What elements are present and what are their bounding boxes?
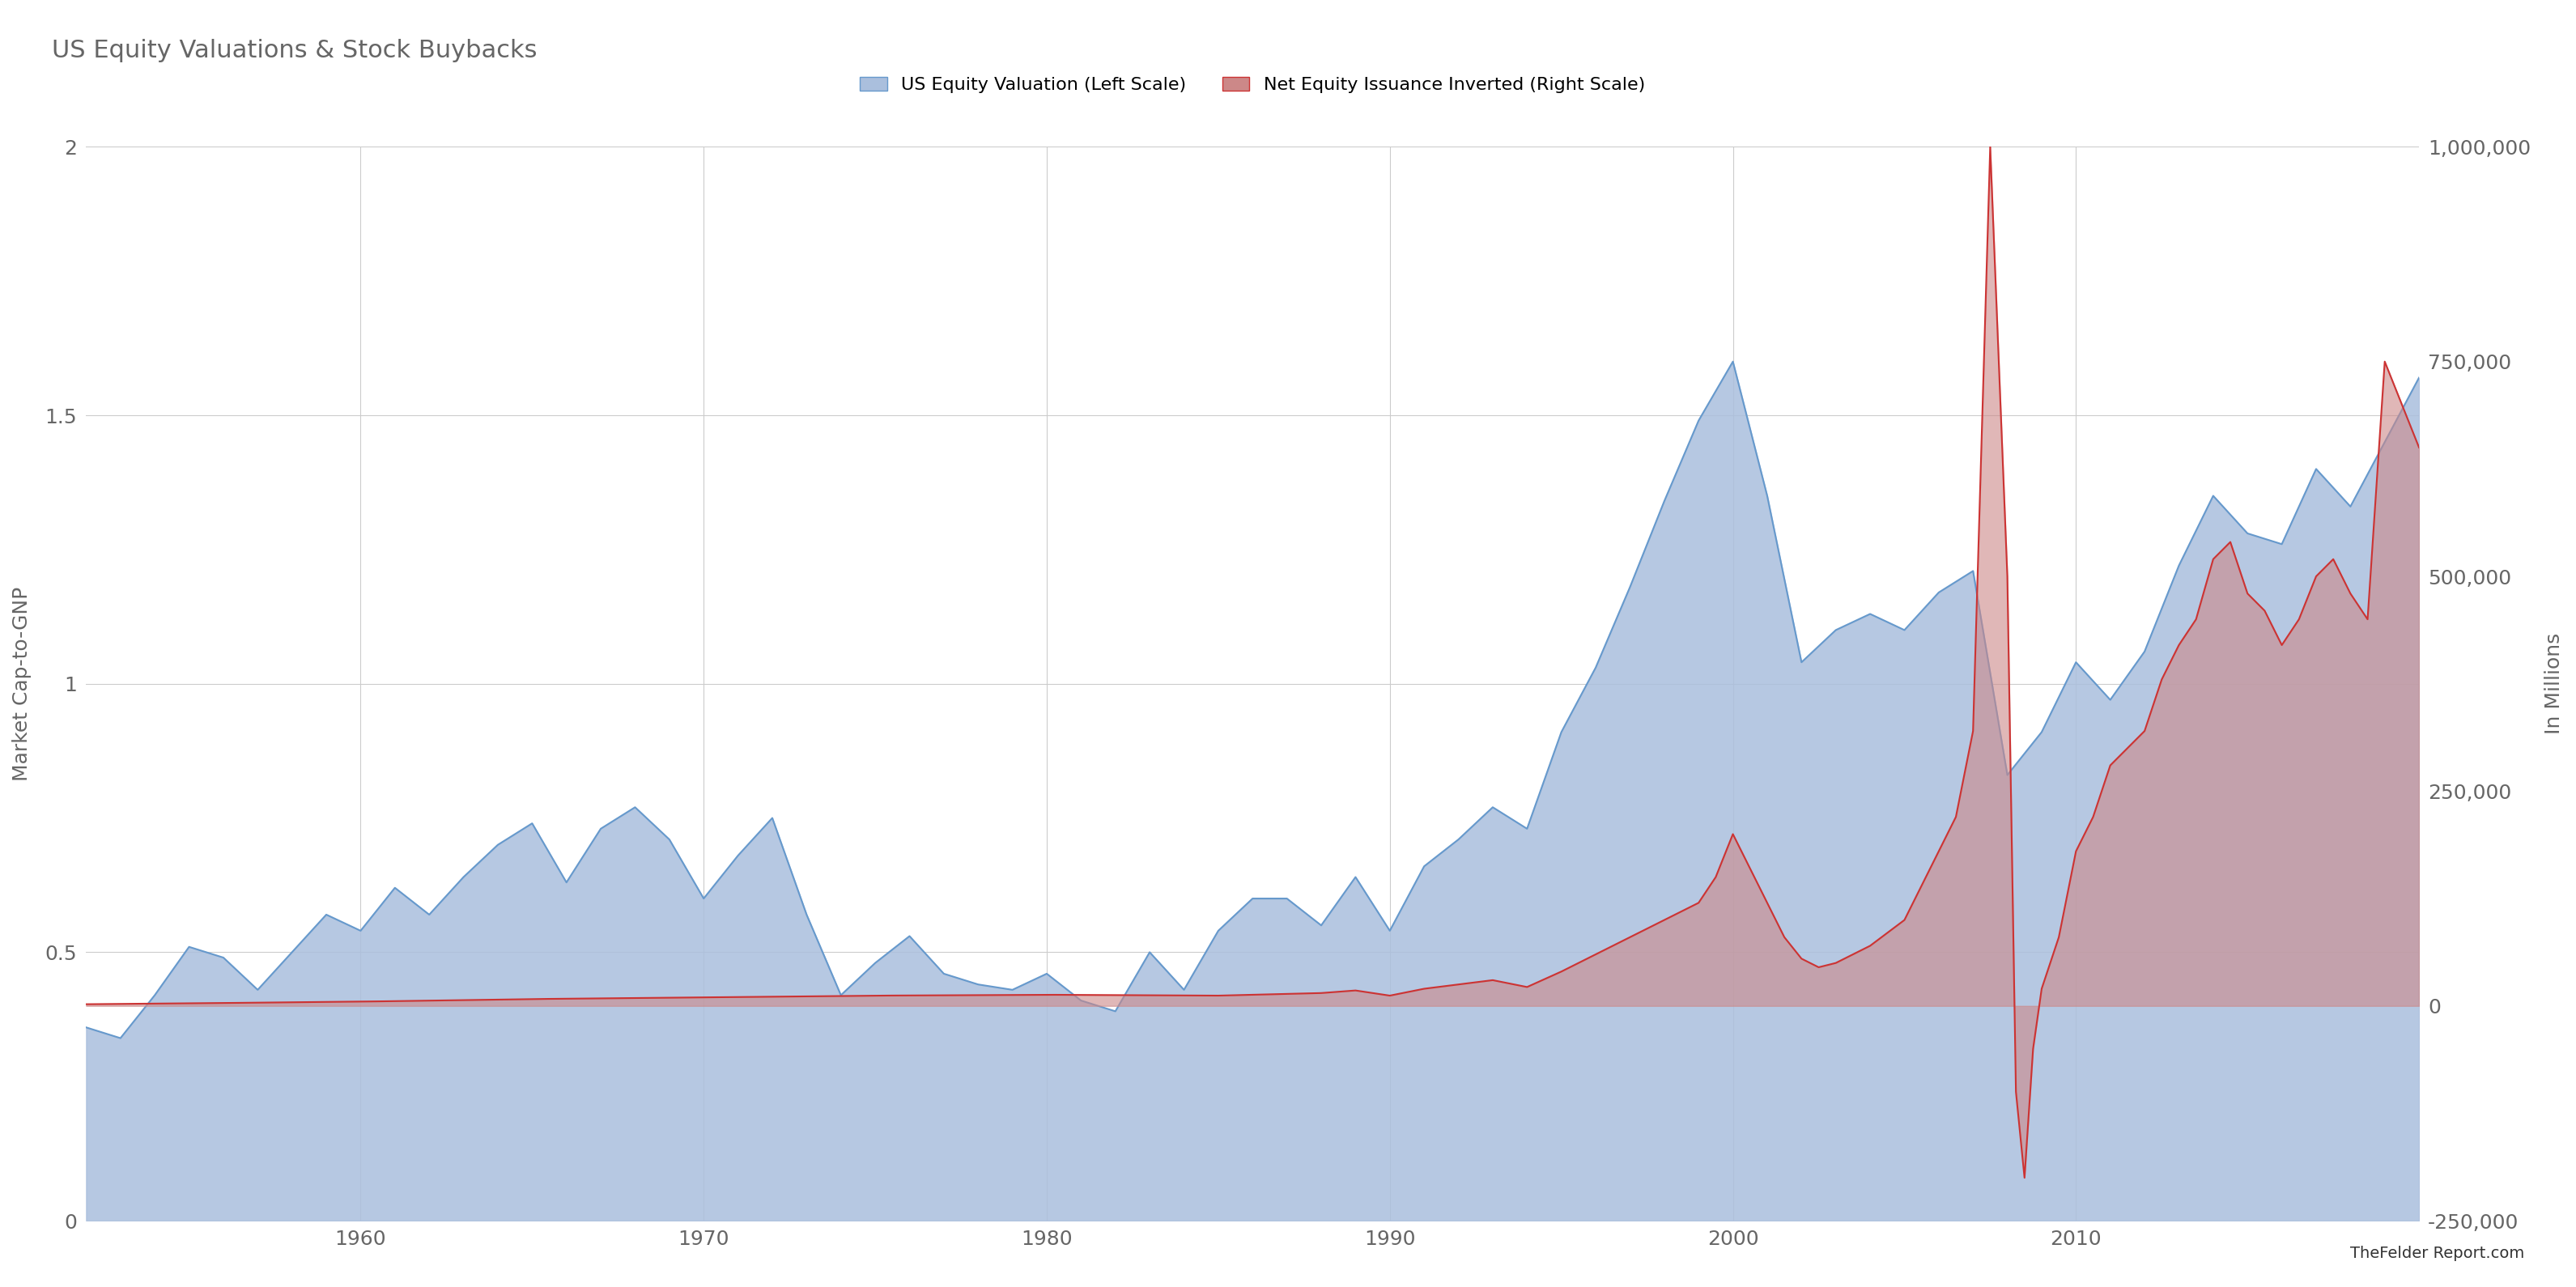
Y-axis label: In Millions: In Millions: [2545, 633, 2563, 735]
Text: TheFelder Report.com: TheFelder Report.com: [2349, 1246, 2524, 1261]
Legend: US Equity Valuation (Left Scale), Net Equity Issuance Inverted (Right Scale): US Equity Valuation (Left Scale), Net Eq…: [853, 69, 1651, 100]
Text: US Equity Valuations & Stock Buybacks: US Equity Valuations & Stock Buybacks: [52, 39, 536, 62]
Y-axis label: Market Cap-to-GNP: Market Cap-to-GNP: [13, 587, 31, 781]
